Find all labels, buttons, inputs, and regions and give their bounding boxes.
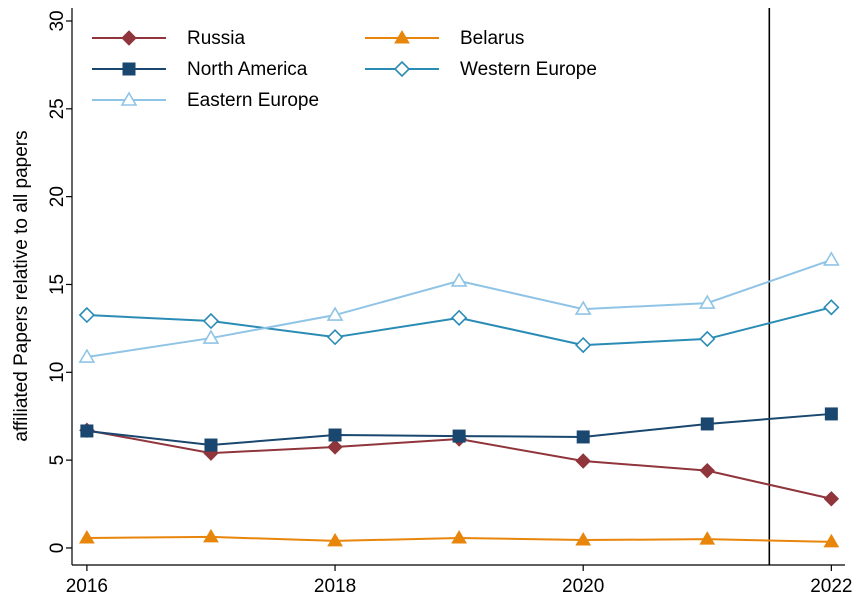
marker bbox=[699, 462, 715, 479]
marker bbox=[699, 531, 716, 545]
marker bbox=[202, 312, 220, 330]
y-tick-label: 25 bbox=[47, 98, 68, 119]
legend-label: Russia bbox=[187, 28, 246, 49]
legend-label: Belarus bbox=[460, 28, 524, 49]
marker bbox=[576, 430, 590, 444]
marker bbox=[575, 336, 592, 354]
marker bbox=[78, 348, 96, 363]
marker bbox=[823, 299, 840, 316]
y-tick-label: 10 bbox=[47, 362, 68, 383]
y-tick-label: 15 bbox=[47, 274, 68, 295]
x-tick-label: 2016 bbox=[66, 576, 108, 597]
marker bbox=[451, 529, 467, 544]
marker bbox=[80, 424, 94, 438]
marker bbox=[823, 533, 840, 548]
marker bbox=[698, 294, 716, 309]
marker bbox=[122, 62, 136, 76]
y-tick-label: 5 bbox=[47, 455, 68, 466]
marker bbox=[822, 251, 840, 266]
marker bbox=[121, 30, 137, 46]
marker bbox=[326, 306, 344, 321]
marker bbox=[328, 428, 342, 442]
y-tick-label: 20 bbox=[47, 186, 68, 207]
legend-label: Eastern Europe bbox=[187, 90, 319, 111]
legend-label: North America bbox=[187, 59, 308, 80]
marker bbox=[393, 60, 411, 78]
y-axis-label: affiliated Papers relative to all papers bbox=[11, 130, 32, 441]
marker bbox=[326, 329, 344, 346]
marker bbox=[824, 407, 838, 421]
marker bbox=[394, 30, 410, 44]
marker bbox=[204, 438, 218, 452]
marker bbox=[327, 532, 343, 547]
marker bbox=[575, 453, 591, 469]
marker bbox=[700, 417, 714, 431]
marker bbox=[452, 429, 466, 443]
marker bbox=[120, 91, 138, 106]
marker bbox=[450, 309, 468, 326]
x-tick-label: 2022 bbox=[810, 576, 852, 597]
marker bbox=[574, 300, 592, 315]
marker bbox=[79, 529, 95, 544]
x-tick-label: 2018 bbox=[314, 576, 356, 597]
legend-label: Western Europe bbox=[460, 59, 597, 80]
marker bbox=[699, 330, 716, 348]
y-tick-label: 0 bbox=[47, 543, 68, 554]
marker bbox=[327, 439, 343, 455]
marker bbox=[203, 528, 219, 543]
marker bbox=[78, 306, 96, 324]
y-tick-label: 30 bbox=[47, 10, 68, 31]
marker bbox=[202, 329, 220, 344]
marker bbox=[823, 491, 840, 507]
marker bbox=[575, 532, 592, 546]
x-tick-label: 2020 bbox=[562, 576, 604, 597]
marker bbox=[450, 272, 468, 287]
